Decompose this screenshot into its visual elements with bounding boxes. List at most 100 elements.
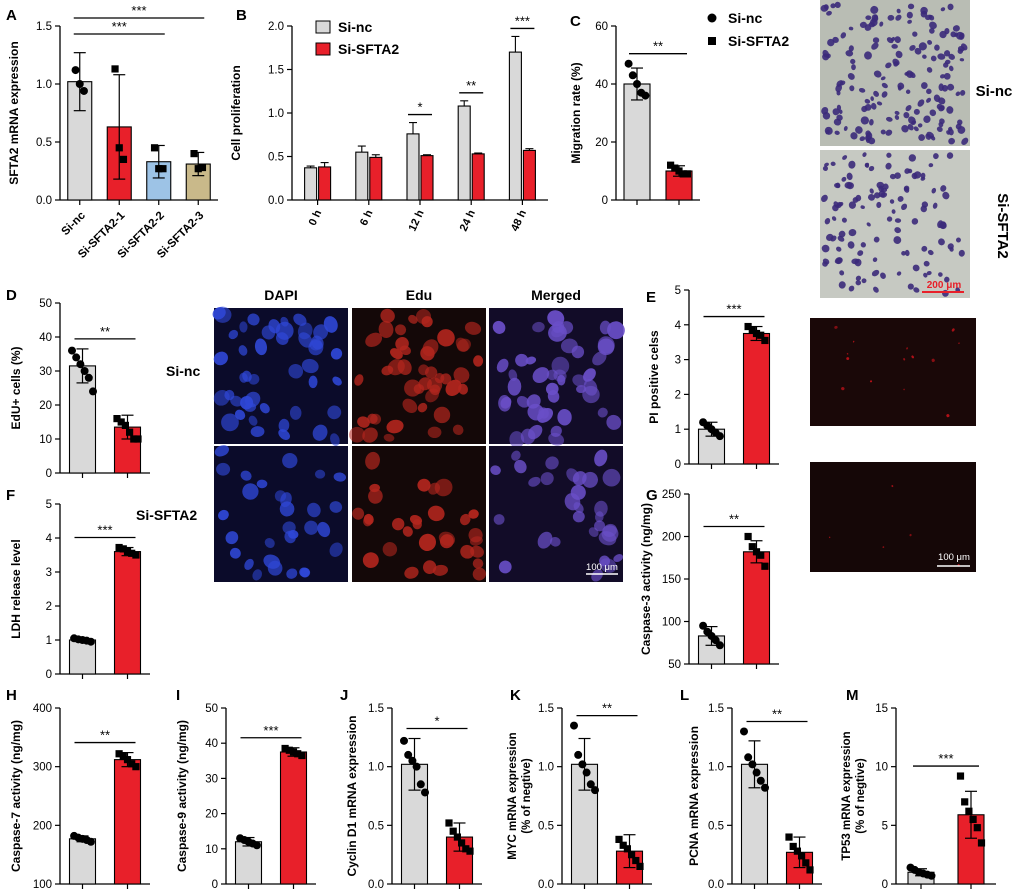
cell [333,472,347,482]
cell [380,308,395,323]
cell [892,58,900,66]
cell [607,321,625,340]
data-point [198,163,207,172]
bar [318,166,332,201]
bar [742,332,771,465]
cell [886,152,892,158]
cell [362,427,378,443]
significance-label: ** [772,706,782,721]
data-point [445,819,453,827]
y-tick-label: 0 [882,879,888,891]
cell [218,509,229,521]
y-tick-label: 1.0 [708,762,724,774]
data-point [281,744,289,753]
cell [472,567,486,581]
cell [820,4,829,12]
y-tick-label: 0.0 [268,195,284,207]
cell [602,468,621,487]
cell [511,450,521,461]
y-tick-label: 2 [46,601,52,613]
cell [868,137,876,145]
y-axis-label: Caspase-9 activity (ng/mg) [175,720,189,872]
data-point [628,851,636,859]
cell [846,172,853,181]
cell [230,395,243,407]
cell [594,500,608,517]
data-point [744,532,752,541]
cell [566,468,580,483]
cell [896,271,902,276]
panel-i: I 0 10 20 30 40 50 Caspase-9 activity (ng/mg) **… [175,687,316,891]
cell [946,152,954,159]
cell [861,105,868,113]
data-point [128,549,136,557]
cell [537,531,553,549]
data-point [675,167,683,175]
cell [548,432,565,446]
cell [498,395,512,412]
edu-image-merged-si-nc [489,308,625,449]
cell [940,105,945,111]
cell [840,32,847,39]
cell [886,216,893,222]
cell [329,542,343,557]
bar [68,838,97,885]
cell [496,358,509,373]
cell [961,137,969,145]
y-tick-label: 0.0 [538,879,554,891]
y-tick-label: 1.0 [36,79,52,91]
cell [904,249,910,257]
cell [247,313,260,326]
cell [299,567,310,578]
cell [420,346,435,361]
data-point [132,763,140,771]
cell [382,542,398,557]
data-point [400,736,408,745]
y-tick-label: 40 [205,738,218,750]
data-point [636,862,644,870]
y-tick-label: 15 [875,703,888,715]
cell [452,424,464,436]
y-tick-label: 4 [46,533,53,545]
y-tick-label: 0 [46,669,52,681]
data-point [973,824,981,832]
cell [849,85,855,92]
cell [854,258,862,267]
y-tick-label: 0 [212,879,218,891]
data-point [715,641,724,650]
cell [392,517,405,531]
cell [239,372,248,383]
cell [288,363,304,379]
data-point [117,418,125,426]
edu-image-edu-si-nc [349,308,486,444]
y-axis-label: Cyclin D1 mRNA expression [345,716,359,877]
cell [213,351,228,366]
edu-image-dapi-si-sfta2-background [214,446,348,582]
cell [913,126,919,132]
cell [952,25,960,32]
bar [279,751,308,885]
data-point [679,170,687,178]
y-axis-label: PI positive celss [647,330,661,424]
cell [433,406,451,424]
cell [363,515,373,527]
cell [948,137,955,145]
cell [547,310,565,327]
cell [949,247,954,252]
cell [913,287,920,293]
cell [883,183,889,190]
data-point [190,150,198,158]
data-point [591,786,599,795]
cell [880,76,886,81]
cell [822,111,831,120]
y-axis-label: TP53 mRNA expression [841,731,853,860]
cell [558,321,574,335]
cell [851,64,856,71]
data-point [586,780,595,789]
cell [959,58,965,62]
data-point [578,760,587,769]
migration-image-si-sfta2 [820,150,970,298]
data-point [965,807,973,815]
y-tick-label: 0 [675,459,681,471]
